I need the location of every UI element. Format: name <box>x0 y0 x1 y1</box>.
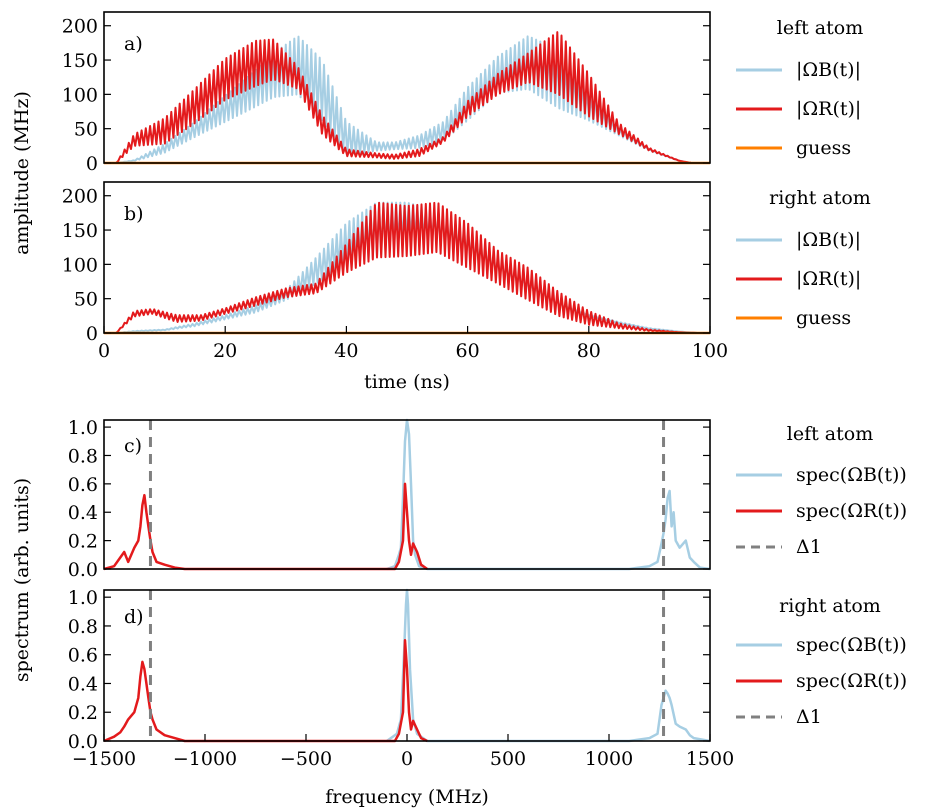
ytick-label: 100 <box>62 254 98 276</box>
bottom-ylabel: spectrum (arb. units) <box>11 478 33 682</box>
series-spec-r <box>103 482 428 571</box>
ytick-label: 100 <box>62 84 98 106</box>
panel-c-plot <box>103 418 711 571</box>
series-spec-b <box>386 588 711 743</box>
xtick-label: 1500 <box>686 748 734 770</box>
legend-entry-blue: spec(ΩB(t)) <box>796 634 907 656</box>
xtick-label: 0 <box>401 748 413 770</box>
top-ylabel: amplitude (MHz) <box>11 91 33 255</box>
ytick-label: 0 <box>86 323 98 345</box>
panel-c-tag: c) <box>124 435 142 457</box>
legend-entry-red: |ΩR(t)| <box>796 98 861 120</box>
top-xlabel: time (ns) <box>364 371 450 393</box>
panel-a: 0 50 100 150 200 a) <box>62 11 711 175</box>
ytick-label: 0.4 <box>68 502 98 524</box>
xtick-label: 500 <box>490 748 526 770</box>
panel-b-tag: b) <box>124 203 144 225</box>
series-omega-r <box>115 201 698 334</box>
legend-entry-guess: guess <box>796 307 851 329</box>
panel-b-yticks: 0 50 100 150 200 <box>62 186 710 345</box>
ytick-label: 50 <box>74 119 98 141</box>
legend-title: left atom <box>777 17 863 39</box>
ytick-label: 0 <box>86 153 98 175</box>
ytick-label: 0.0 <box>68 731 98 753</box>
ytick-label: 0.6 <box>68 474 98 496</box>
legend-left-atom-top: left atom |ΩB(t)| |ΩR(t)| guess <box>736 17 863 159</box>
ytick-label: 0.4 <box>68 673 98 695</box>
panel-a-frame <box>103 11 711 164</box>
ytick-label: 0.8 <box>68 616 98 638</box>
series-spec-b <box>386 418 711 571</box>
panel-d: 0.0 0.2 0.4 0.6 0.8 1.0 −1500 −1000 −500 0 500 100… <box>68 587 734 770</box>
legend-left-atom-bottom: left atom spec(ΩB(t)) spec(ΩR(t)) Δ1 <box>736 423 907 558</box>
xtick-label: −500 <box>280 748 332 770</box>
ytick-label: 200 <box>62 186 98 208</box>
legend-entry-red: spec(ΩR(t)) <box>796 500 907 522</box>
xtick-label: 100 <box>692 340 728 362</box>
legend-title: left atom <box>787 423 873 445</box>
ytick-label: 0.2 <box>68 531 98 553</box>
legend-entry-red: spec(ΩR(t)) <box>796 670 907 692</box>
series-omega-r <box>115 31 692 164</box>
legend-entry-blue: |ΩB(t)| <box>796 229 861 251</box>
ytick-label: 200 <box>62 16 98 38</box>
panel-b: 0 50 100 150 200 0 20 40 60 80 100 b) <box>62 181 728 362</box>
xtick-label: 0 <box>98 340 110 362</box>
xtick-label: 20 <box>213 340 237 362</box>
legend-entry-blue: spec(ΩB(t)) <box>796 464 907 486</box>
xtick-label: −1000 <box>173 748 237 770</box>
panel-b-xticks: 0 20 40 60 80 100 <box>98 326 728 362</box>
ytick-label: 150 <box>62 50 98 72</box>
ytick-label: 50 <box>74 289 98 311</box>
xtick-label: 80 <box>577 340 601 362</box>
xtick-label: 60 <box>456 340 480 362</box>
panel-a-tag: a) <box>124 33 143 55</box>
legend-title: right atom <box>779 595 881 617</box>
panel-c-frame <box>103 419 711 570</box>
ytick-label: 0.8 <box>68 445 98 467</box>
panel-d-plot <box>103 588 711 743</box>
xtick-label: −1500 <box>72 748 136 770</box>
legend-entry-delta: Δ1 <box>796 706 822 728</box>
ytick-label: 0.6 <box>68 645 98 667</box>
ytick-label: 150 <box>62 220 98 242</box>
panel-c-yticks: 0.0 0.2 0.4 0.6 0.8 1.0 <box>68 417 710 581</box>
series-spec-r <box>103 639 428 743</box>
panel-d-tag: d) <box>124 606 144 628</box>
legend-entry-guess: guess <box>796 137 851 159</box>
legend-entry-blue: |ΩB(t)| <box>796 59 861 81</box>
xtick-label: 40 <box>334 340 358 362</box>
legend-entry-delta: Δ1 <box>796 536 822 558</box>
panel-b-frame <box>103 181 711 334</box>
panel-d-yticks: 0.0 0.2 0.4 0.6 0.8 1.0 <box>68 587 710 753</box>
ytick-label: 0.0 <box>68 559 98 581</box>
ytick-label: 0.2 <box>68 702 98 724</box>
legend-entry-red: |ΩR(t)| <box>796 268 861 290</box>
ytick-label: 1.0 <box>68 417 98 439</box>
legend-title: right atom <box>769 187 871 209</box>
xtick-label: 1000 <box>585 748 633 770</box>
ytick-label: 1.0 <box>68 587 98 609</box>
panel-c: 0.0 0.2 0.4 0.6 0.8 1.0 c) <box>68 417 711 581</box>
legend-right-atom-bottom: right atom spec(ΩB(t)) spec(ΩR(t)) Δ1 <box>736 595 907 728</box>
bottom-xlabel: frequency (MHz) <box>325 786 489 808</box>
panel-d-xticks: −1500 −1000 −500 0 500 1000 1500 <box>72 734 734 770</box>
legend-right-atom-top: right atom |ΩB(t)| |ΩR(t)| guess <box>736 187 871 329</box>
panel-a-yticks: 0 50 100 150 200 <box>62 16 710 175</box>
